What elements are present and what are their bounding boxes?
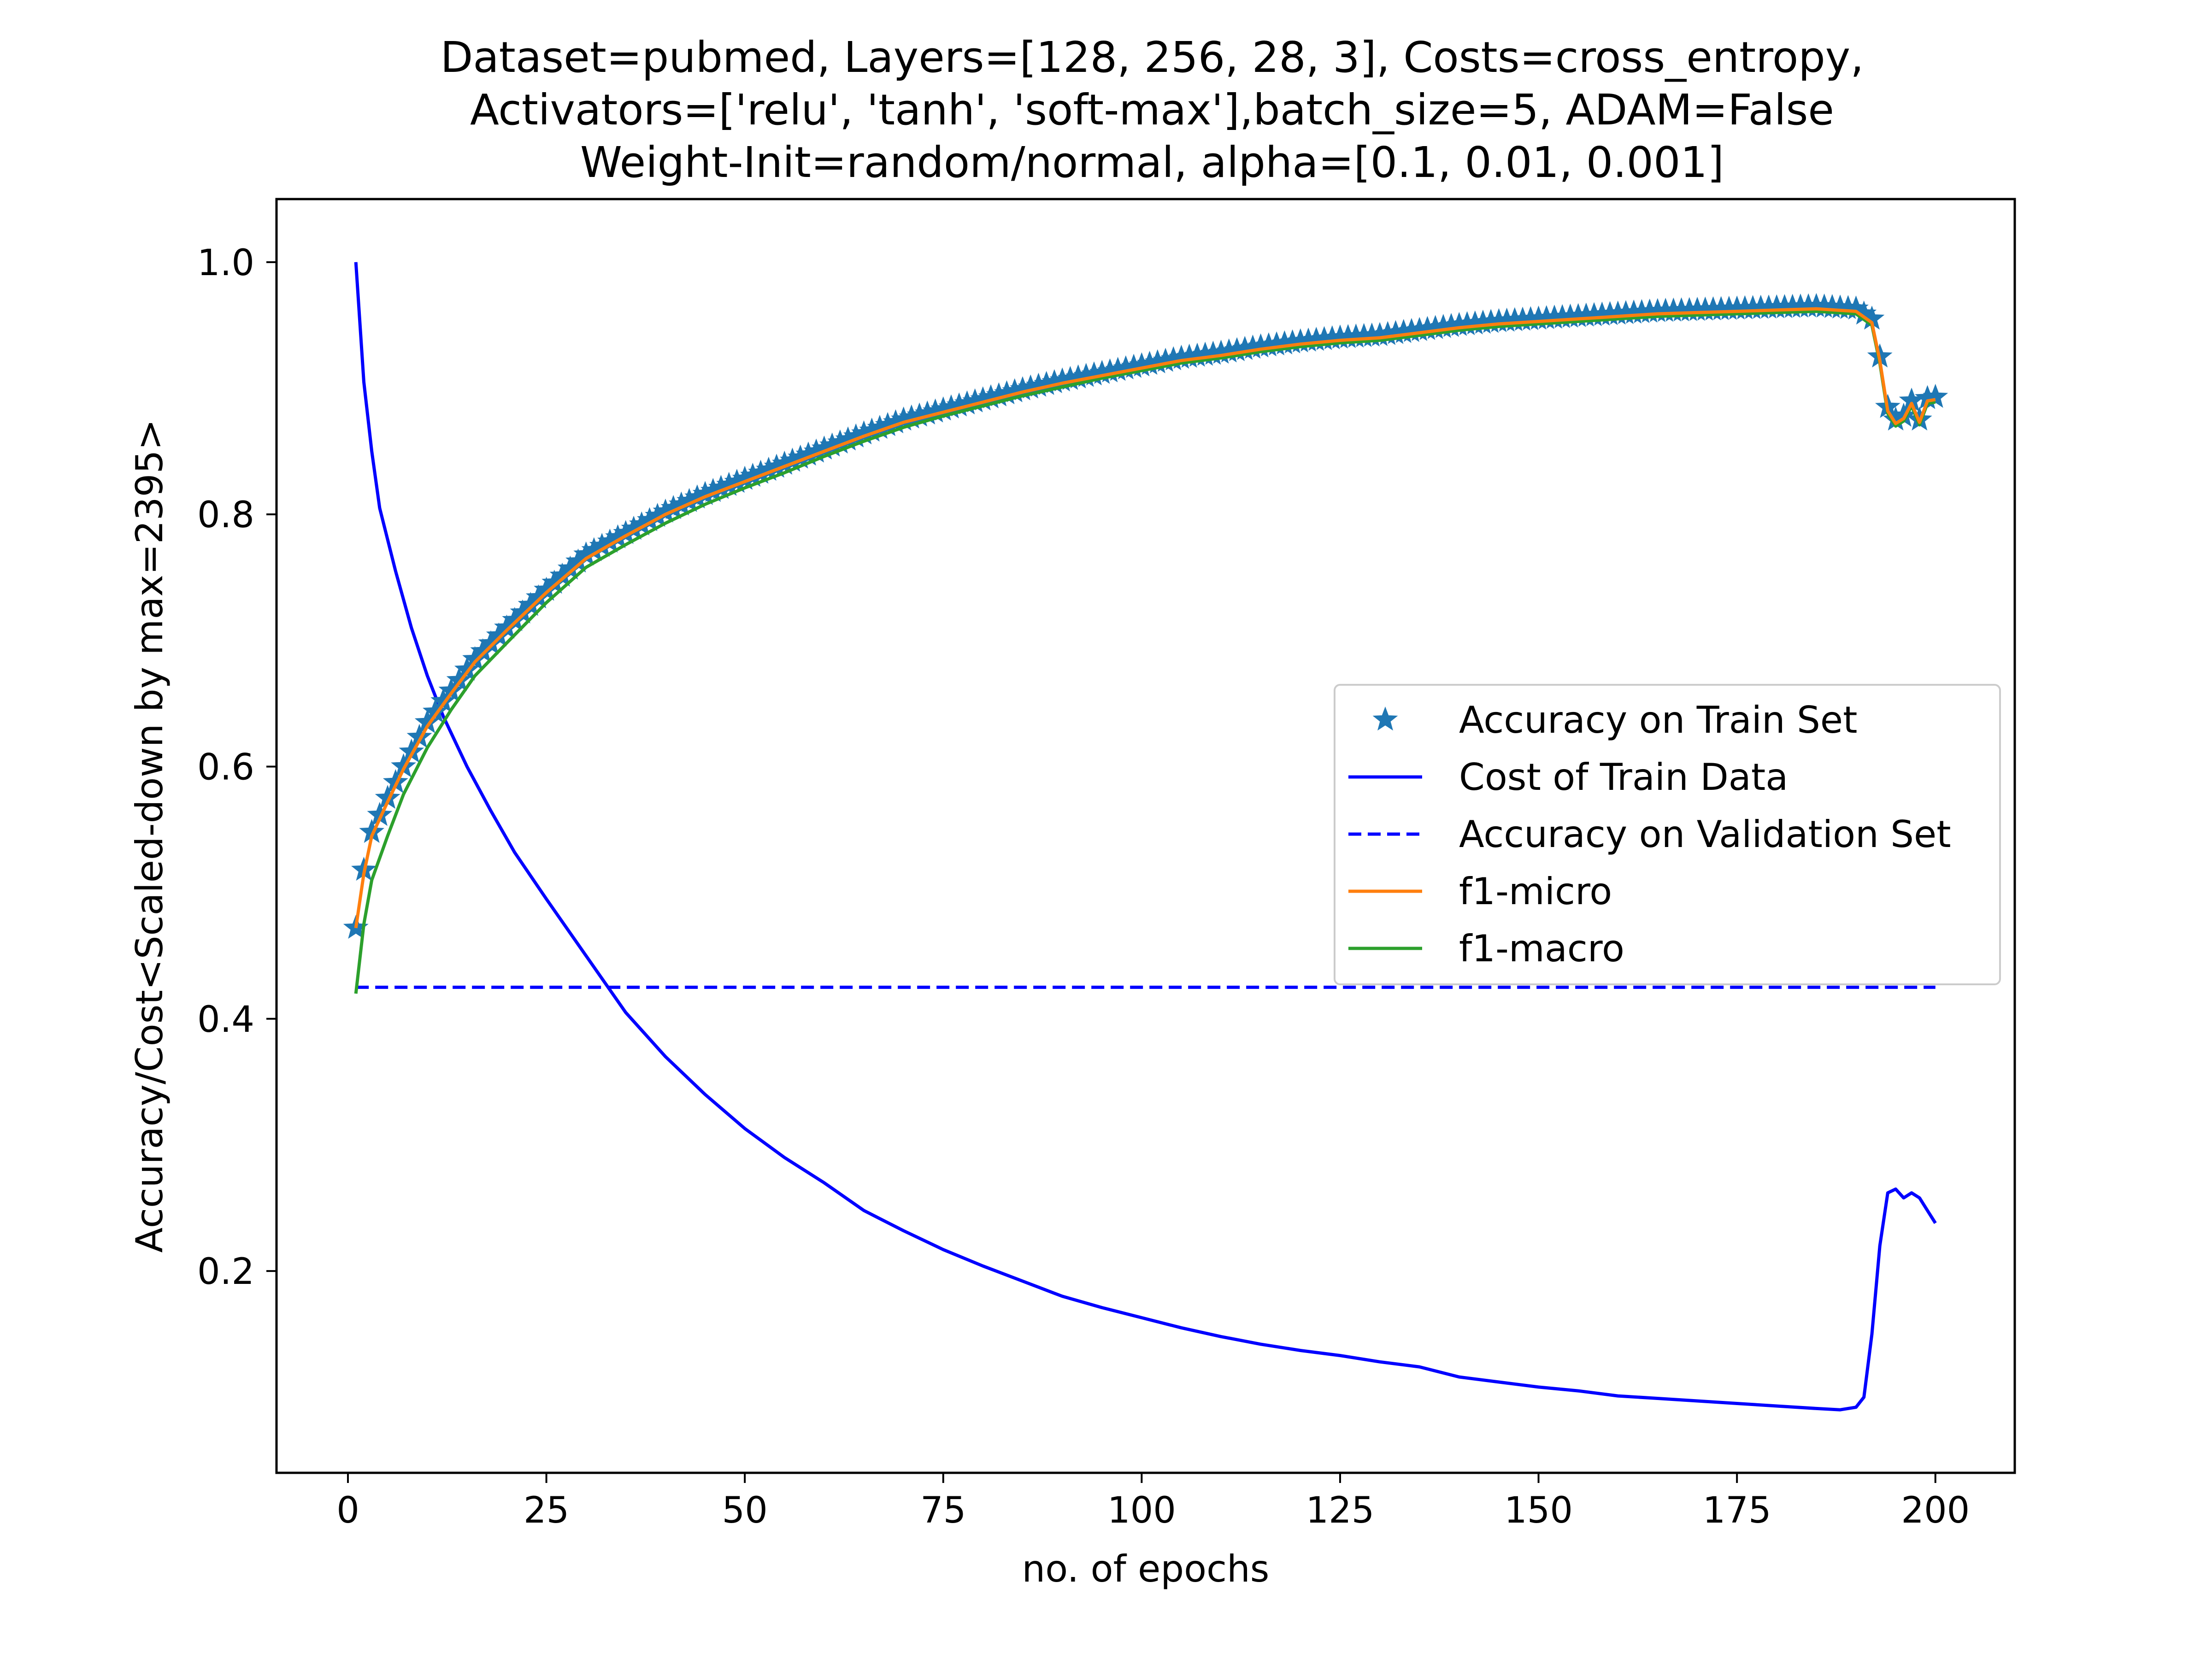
legend-star-marker: [1372, 706, 1398, 731]
legend: Accuracy on Train Set Cost of Train Data A…: [1334, 684, 2001, 985]
legend-item-f1-micro: f1-micro: [1348, 870, 1612, 913]
y-tick-label: 0.2: [197, 1251, 254, 1293]
f1-micro-line: [354, 307, 1936, 929]
chart-title-line-1: Dataset=pubmed, Layers=[128, 256, 28, 3]…: [441, 33, 1864, 82]
legend-item-f1-macro: f1-macro: [1348, 927, 1624, 970]
chart-title-line-3: Weight-Init=random/normal, alpha=[0.1, 0…: [580, 138, 1724, 187]
x-tick-label: 200: [1901, 1490, 1970, 1531]
chart-title-line-2: Activators=['relu', 'tanh', 'soft-max'],…: [470, 85, 1834, 135]
plot-area-frame: [275, 198, 2016, 1474]
x-tick-label: 25: [524, 1490, 569, 1531]
legend-box: [1334, 684, 2001, 985]
y-axis-label: Accuracy/Cost<Scaled-down by max=2395>: [128, 419, 171, 1253]
x-tick-label: 50: [722, 1490, 768, 1531]
y-tick-label: 1.0: [197, 242, 254, 284]
x-tick-label: 0: [336, 1490, 359, 1531]
x-tick-label: 100: [1107, 1490, 1176, 1531]
legend-label: f1-macro: [1459, 927, 1624, 970]
x-tick-label: 125: [1306, 1490, 1375, 1531]
y-tick-label: 0.8: [197, 494, 254, 536]
x-axis-label: no. of epochs: [1022, 1547, 1270, 1590]
legend-label: Accuracy on Validation Set: [1459, 813, 1951, 856]
x-tick-label: 75: [920, 1490, 966, 1531]
legend-item-accuracy-on-train-set: Accuracy on Train Set: [1372, 699, 1858, 741]
legend-label: Accuracy on Train Set: [1459, 699, 1858, 741]
y-axis-ticks: 0.2 0.4 0.6 0.8 1.0: [197, 242, 276, 1293]
series-f1-macro: [354, 310, 1936, 994]
legend-label: f1-micro: [1459, 870, 1612, 913]
legend-items: Accuracy on Train Set Cost of Train Data A…: [1348, 699, 1951, 970]
x-axis-ticks: 0 25 50 75 100 125 150 175 200: [336, 1473, 1970, 1531]
y-tick-label: 0.4: [197, 999, 254, 1041]
chart-title: Dataset=pubmed, Layers=[128, 256, 28, 3]…: [441, 33, 1864, 187]
y-tick-label: 0.6: [197, 747, 254, 788]
f1-macro-line: [354, 310, 1936, 994]
legend-item-accuracy-on-validation-set: Accuracy on Validation Set: [1348, 813, 1951, 856]
series-f1-micro: [354, 307, 1936, 929]
x-tick-label: 175: [1703, 1490, 1771, 1531]
legend-label: Cost of Train Data: [1459, 756, 1788, 799]
series-cost-of-train-data: [354, 262, 1937, 1412]
legend-item-cost-of-train-data: Cost of Train Data: [1348, 756, 1788, 799]
cost-of-train-data-line: [354, 262, 1937, 1412]
plot-series: [343, 262, 1948, 1412]
x-tick-label: 150: [1504, 1490, 1573, 1531]
